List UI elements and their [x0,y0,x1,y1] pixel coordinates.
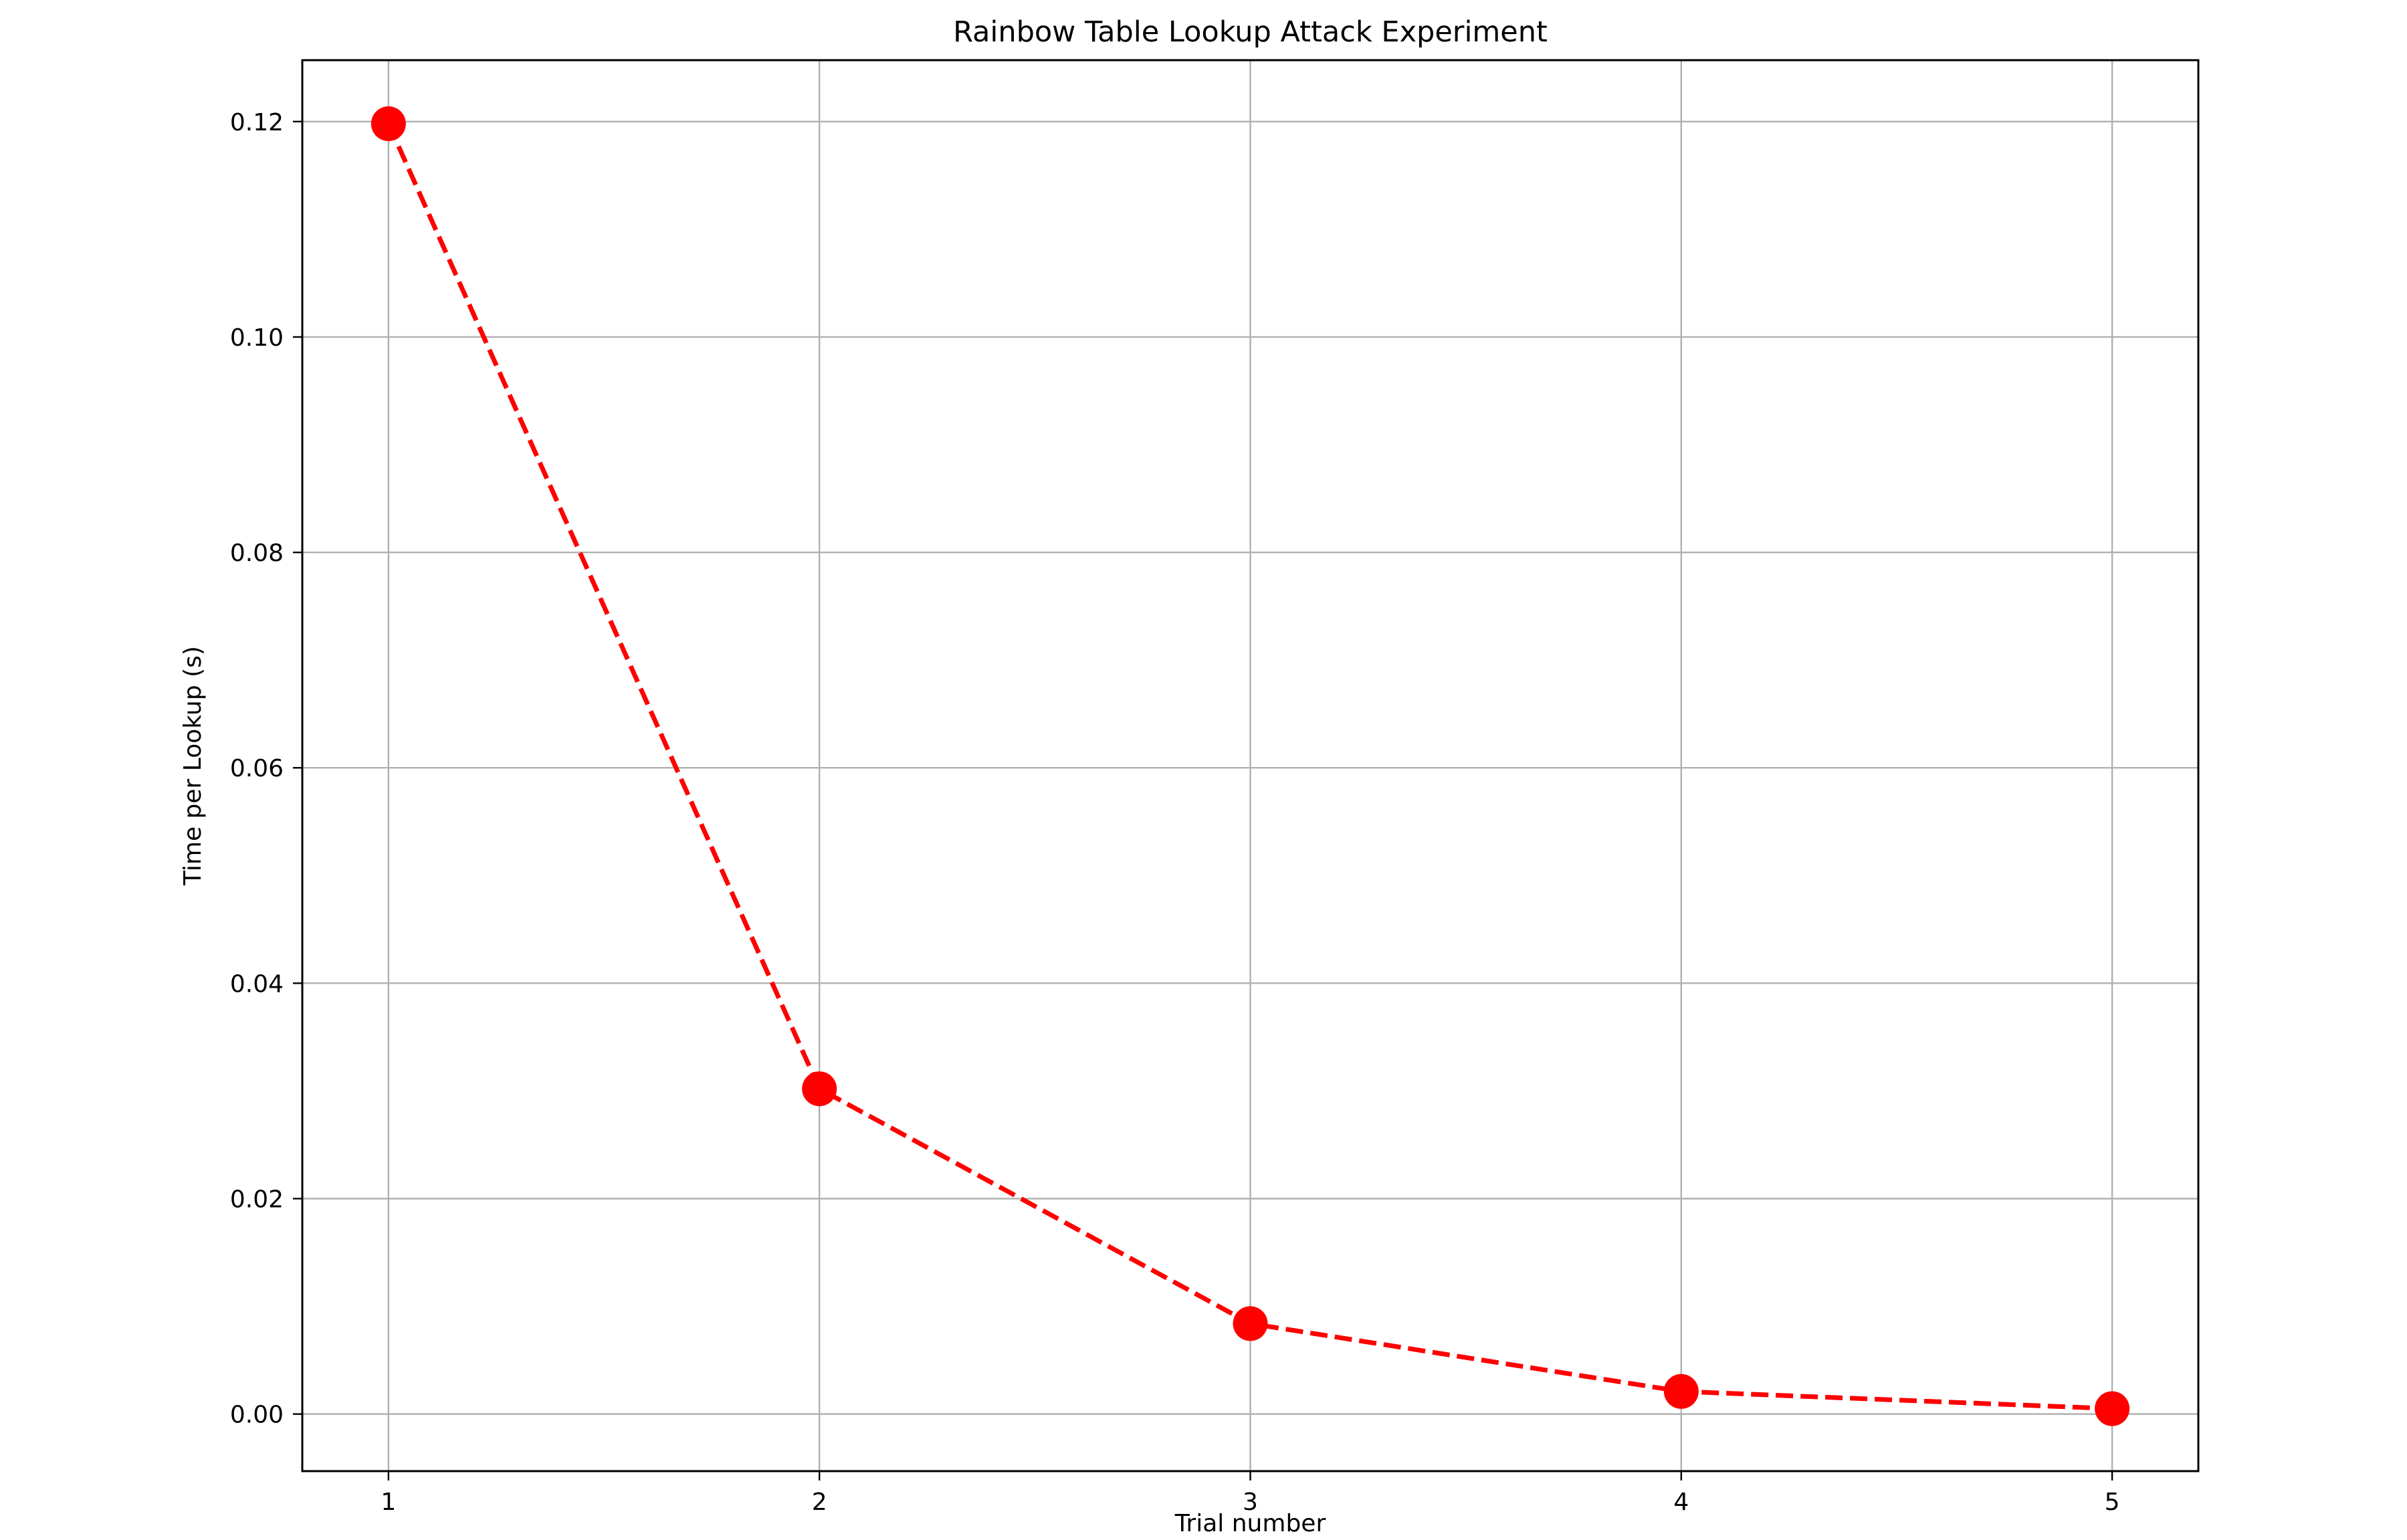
axis-ticks [293,120,2113,1480]
y-tick-label: 0.06 [230,755,284,782]
data-point [1233,1306,1268,1341]
y-tick-label: 0.02 [230,1186,284,1213]
x-tick-label: 2 [812,1489,827,1516]
y-tick-label: 0.00 [230,1402,284,1429]
x-tick-label: 1 [381,1489,396,1516]
x-tick-label: 5 [2105,1489,2120,1516]
data-point [371,106,406,142]
chart-title: Rainbow Table Lookup Attack Experiment [953,15,1548,49]
y-axis-title: Time per Lookup (s) [179,646,207,886]
x-tick-label: 3 [1243,1489,1258,1516]
x-tick-label: 4 [1673,1489,1689,1516]
y-tick-label: 0.10 [230,324,284,352]
y-tick-label: 0.04 [230,970,284,998]
grid-lines [302,60,2198,1471]
y-tick-labels: 0.00 0.02 0.04 0.06 0.08 0.10 0.12 [230,109,284,1429]
data-point [1663,1373,1699,1409]
y-tick-label: 0.12 [230,109,284,136]
y-tick-label: 0.08 [230,540,284,567]
data-point [2095,1391,2130,1426]
x-tick-labels: 1 2 3 4 5 [381,1489,2119,1516]
x-axis-title: Trial number [1174,1510,1326,1537]
data-point-layer [371,106,2130,1426]
data-point [802,1071,837,1107]
